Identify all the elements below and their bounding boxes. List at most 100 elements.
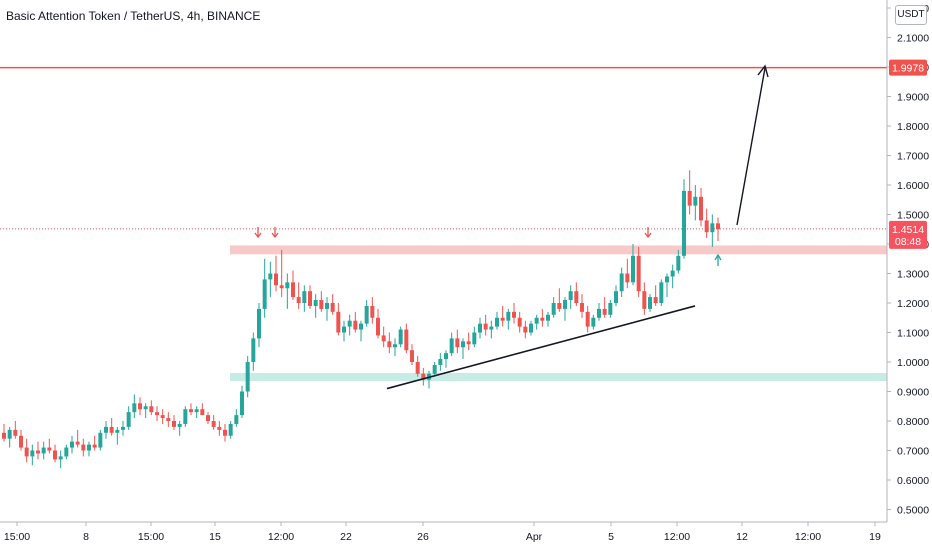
candle-body: [138, 403, 142, 410]
candle-body: [659, 282, 664, 303]
candle-body: [240, 391, 244, 416]
candle-body: [132, 403, 137, 413]
candle-body: [687, 190, 692, 206]
candle-body: [313, 300, 318, 306]
candle-body: [461, 341, 465, 348]
candle-body: [523, 326, 528, 333]
candle-body: [115, 429, 120, 433]
candle-body: [410, 350, 414, 362]
candle-body: [347, 320, 352, 327]
candle-body: [393, 344, 397, 348]
time-tick-label: 15:00: [4, 531, 30, 543]
candle-body: [472, 332, 477, 345]
time-tick-label: 26: [417, 531, 429, 543]
candle-body: [228, 423, 233, 436]
candle-body: [200, 409, 205, 416]
time-tick-label: 12: [736, 531, 748, 543]
price-tick-label: 1.5000: [897, 210, 929, 222]
price-tick-label: 0.9000: [897, 387, 929, 399]
candle-body: [642, 291, 647, 309]
price-tick-label: 1.3000: [897, 269, 929, 281]
candle-body: [710, 223, 715, 233]
chart-title: Basic Attention Token / TetherUS, 4h, BI…: [6, 9, 261, 23]
price-tick-label: 1.8000: [897, 121, 929, 133]
time-tick-label: 15: [209, 531, 221, 543]
candle-body: [126, 412, 131, 427]
candle-body: [608, 303, 613, 315]
candle-body: [568, 291, 573, 301]
projection-arrow-line: [736, 67, 766, 226]
candle-body: [285, 282, 290, 289]
time-axis[interactable]: 15:00 8 15:00 15 12:00 22 26 Apr 5 12:00 12 12:00 19: [0, 521, 887, 543]
candle-body: [41, 447, 46, 454]
candle-body: [36, 450, 40, 454]
candle-body: [336, 311, 341, 333]
time-tick-label: 12:00: [664, 531, 690, 543]
candle-body: [648, 297, 652, 309]
zone-layer: [0, 66, 887, 382]
candle-body: [279, 285, 284, 289]
candle-body: [444, 353, 448, 360]
time-tick-label: 22: [340, 531, 352, 543]
candle-body: [574, 291, 579, 303]
candle-body: [30, 450, 35, 457]
candle-body: [716, 223, 720, 230]
candle-body: [699, 196, 703, 221]
candle-body: [251, 338, 256, 362]
candle-body: [81, 444, 86, 451]
candle-body: [421, 373, 426, 380]
candle-body: [676, 255, 681, 271]
currency-unit-button[interactable]: USDT: [895, 5, 927, 25]
candle-body: [563, 300, 567, 309]
candle-body: [506, 311, 511, 321]
candle-body: [58, 456, 63, 460]
candle-body: [489, 326, 494, 330]
candle-body: [149, 406, 154, 413]
candle-body: [631, 255, 635, 283]
candle-body: [291, 282, 295, 298]
time-tick-label: 19: [869, 531, 881, 543]
candle-body: [529, 323, 533, 333]
candle-body: [483, 323, 488, 330]
candle-body: [404, 329, 409, 351]
price-tick-label: 1.1000: [897, 328, 929, 340]
candle-body: [308, 291, 312, 306]
candle-body: [211, 421, 216, 427]
candle-body: [619, 273, 624, 292]
candle-body: [704, 220, 709, 233]
candle-body: [625, 273, 630, 283]
candle-body: [342, 326, 346, 333]
price-tick-label: 1.6000: [897, 180, 929, 192]
price-tick-label: 1.7000: [897, 151, 929, 163]
candle-body: [376, 317, 380, 336]
candle-body: [257, 308, 261, 339]
projection-arrow-head: [757, 64, 769, 78]
candle-body: [591, 317, 596, 327]
price-tick-label: 1.2000: [897, 298, 929, 310]
up-arrow-head: [714, 253, 722, 261]
candle-body: [693, 196, 698, 206]
down-arrow-head: [271, 232, 279, 239]
price-axis[interactable]: 2.20002.10002.00001.90001.80001.70001.60…: [886, 0, 929, 522]
candle-body: [19, 435, 23, 448]
resistance-zone: [230, 245, 887, 255]
candle-body: [455, 338, 460, 348]
candle-body: [597, 308, 601, 318]
candle-body: [370, 305, 375, 318]
time-tick-label: 15:00: [138, 531, 164, 543]
price-tick-label: 2.1000: [897, 33, 929, 45]
down-arrow-head: [254, 232, 262, 239]
time-tick-label: 12:00: [795, 531, 821, 543]
candle-body: [172, 421, 176, 427]
candle-body: [330, 303, 335, 312]
candle-body: [262, 279, 267, 309]
candle-body: [155, 412, 159, 416]
candle-body: [325, 303, 329, 309]
price-tick-label: 1.0000: [897, 357, 929, 369]
current-price-badge-label: 1.4514: [892, 224, 924, 236]
target-price-badge: [889, 59, 927, 76]
candle-body: [13, 429, 18, 436]
candle-body: [670, 270, 675, 277]
down-arrow-head: [644, 232, 652, 239]
